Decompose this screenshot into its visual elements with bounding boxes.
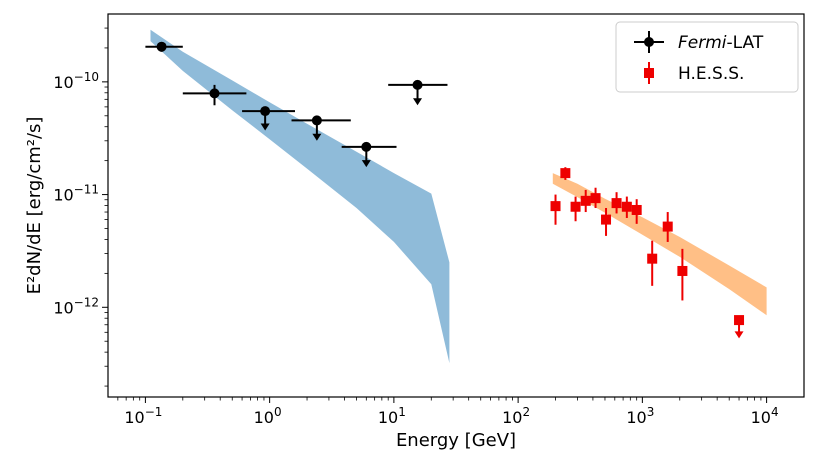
hess-marker (677, 265, 688, 276)
x-tick-label: 10−1 (124, 405, 162, 427)
fermi-marker (156, 41, 167, 52)
hess-data-point (590, 187, 601, 209)
hess-marker (550, 201, 561, 212)
fermi-data-point (388, 79, 448, 106)
hess-marker (590, 193, 601, 204)
fermi-marker (311, 115, 322, 126)
hess-data-point (734, 315, 745, 339)
plot-area (145, 29, 767, 364)
legend-marker (644, 37, 654, 47)
x-tick-label: 101 (378, 405, 406, 427)
hess-data-point (662, 212, 673, 242)
x-tick-label: 100 (254, 405, 282, 427)
x-tick-label: 102 (502, 405, 530, 427)
fermi-upper-limit-arrow (312, 133, 322, 141)
hess-data-point (647, 240, 658, 286)
legend-box (615, 21, 799, 93)
hess-marker (611, 198, 622, 209)
hess-marker (601, 214, 612, 225)
hess-marker (560, 168, 571, 179)
fermi-data-point (182, 84, 247, 106)
fermi-marker (209, 88, 220, 99)
fermi-data-point (242, 106, 295, 131)
legend: Fermi-LAT H.E.S.S. (615, 21, 799, 93)
hess-marker (631, 204, 642, 215)
hess-data-point (601, 208, 612, 236)
hess-marker (647, 253, 658, 264)
hess-data-point (570, 196, 581, 222)
legend-entry: H.E.S.S. (644, 62, 744, 84)
legend-entry: Fermi-LAT (634, 31, 764, 53)
fermi-data-point (145, 41, 183, 52)
fermi-upper-limit-arrow (361, 160, 371, 168)
fermi-upper-limit-arrow (260, 123, 270, 131)
legend-marker (644, 68, 654, 78)
hess-marker (662, 221, 673, 232)
hess-data-point (611, 192, 622, 214)
y-tick-label: 10−11 (53, 183, 99, 205)
axes: 10−1 100 101 102 103 104 10−10 10−11 10−12 Energy… (24, 13, 805, 451)
fermi-upper-limit-arrow (413, 98, 423, 106)
y-tick-label: 10−12 (53, 295, 99, 317)
hess-data-point (621, 196, 632, 218)
hess-data-point (677, 248, 688, 301)
hess-data-point (580, 189, 591, 213)
hess-data-point (560, 167, 571, 180)
x-axis-title: Energy [GeV] (396, 430, 516, 451)
x-tick-label: 104 (751, 405, 779, 427)
hess-marker (570, 201, 581, 212)
x-tick-label: 103 (626, 405, 654, 427)
hess-marker (734, 315, 745, 326)
fermi-data-point (341, 141, 397, 168)
fermi-marker (412, 79, 423, 90)
hess-marker (580, 195, 591, 206)
y-tick-label: 10−10 (53, 70, 99, 92)
hess-marker (621, 201, 632, 212)
hess-upper-limit-arrow (734, 331, 744, 339)
fermi-marker (361, 141, 372, 152)
legend-label: Fermi-LAT (678, 33, 764, 53)
fermi-fit-band (150, 29, 450, 364)
fermi-marker (260, 106, 271, 117)
hess-data-point (631, 199, 642, 224)
hess-data-point (550, 194, 561, 225)
y-axis-title: E²dN/dE [erg/cm²/s] (24, 117, 45, 295)
legend-label: H.E.S.S. (678, 64, 744, 84)
fermi-data-point (291, 115, 351, 141)
